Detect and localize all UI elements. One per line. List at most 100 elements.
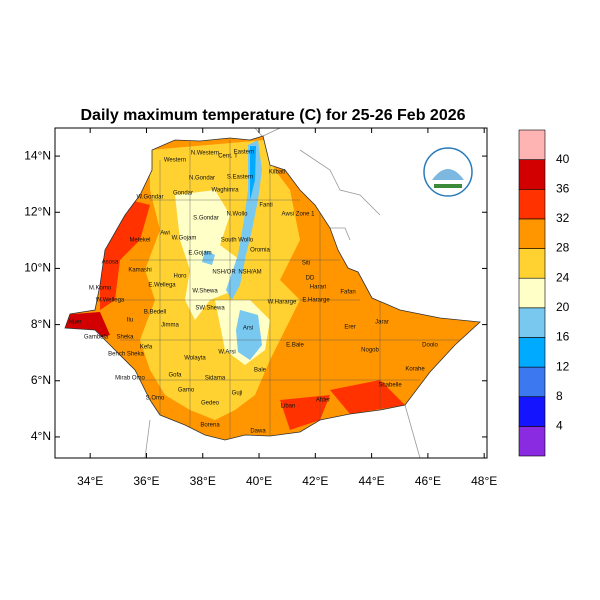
region-label: Horo	[173, 274, 187, 280]
region-label: W.Gojam	[172, 236, 197, 242]
colorbar-label: 12	[556, 359, 570, 373]
region-label: NSH/OR	[212, 270, 236, 276]
colorbar-label: 28	[556, 241, 570, 255]
x-tick-label: 46°E	[415, 474, 441, 488]
region-label: N.Western	[191, 151, 219, 157]
region-label: Awsi Zone 1	[282, 212, 316, 218]
colorbar-box	[518, 307, 546, 338]
region-label: Nuer	[68, 320, 81, 326]
region-label: Dawa	[250, 429, 266, 435]
colorbar-label: 4	[556, 419, 563, 433]
y-tick-label: 10°N	[24, 261, 51, 275]
region-label: W.Shewa	[192, 289, 218, 295]
colorbar-label: 40	[556, 152, 570, 166]
x-tick-label: 38°E	[190, 474, 216, 488]
x-tick-label: 44°E	[359, 474, 385, 488]
logo	[423, 147, 473, 197]
region-label: Wolayta	[184, 356, 206, 362]
region-label: Bale	[254, 368, 267, 374]
region-label: B.Bedell	[144, 310, 166, 316]
region-label: Jimma	[161, 323, 179, 329]
region-label: S.Omo	[146, 396, 165, 402]
region-label: Arsi	[243, 326, 253, 332]
region-label: Doolo	[422, 343, 438, 349]
x-tick-label: 42°E	[302, 474, 328, 488]
region-label: E.Wellega	[148, 283, 176, 289]
region-label: Kamashi	[128, 268, 151, 274]
colorbar-box	[518, 248, 546, 279]
region-label: Fanti	[259, 203, 272, 209]
region-label: Liban	[281, 404, 296, 410]
y-tick-label: 12°N	[24, 204, 51, 218]
region-label: Erer	[344, 325, 355, 331]
region-label: Kilbati	[269, 170, 285, 176]
region-label: Borena	[200, 423, 220, 429]
region-label: Sheka	[116, 335, 134, 341]
region-label: Harari	[310, 285, 326, 291]
region-label: W.Hararge	[268, 300, 297, 306]
colorbar-label: 8	[556, 389, 563, 403]
region-label: S.Eastern	[227, 175, 253, 181]
colorbar-box	[518, 426, 546, 457]
region-label: Asosa	[102, 260, 119, 266]
region-label: Cent. T	[218, 154, 238, 160]
region-label: W.Gondar	[136, 195, 163, 201]
y-tick-label: 14°N	[24, 148, 51, 162]
region-label: Bench Sheka	[108, 352, 144, 358]
coastlines	[144, 127, 421, 459]
region-label: NSH/AM	[238, 270, 261, 276]
x-tick-label: 40°E	[246, 474, 272, 488]
region-label: DD	[306, 276, 315, 282]
colorbar-label: 24	[556, 270, 570, 284]
colorbar-box	[518, 218, 546, 249]
colorbar-box	[518, 277, 546, 309]
region-label: E.Gojam	[188, 251, 211, 257]
y-tick-label: 4°N	[31, 429, 51, 443]
region-label: Fafan	[340, 290, 355, 296]
country-border	[64, 135, 481, 441]
region-label: Afder	[316, 398, 330, 404]
region-label: Western	[164, 158, 186, 164]
colorbar: 4 8 12 16 20 24 28 32 36 40	[518, 129, 570, 457]
region-label: Awi	[160, 231, 170, 237]
region-label: Metekel	[129, 238, 150, 244]
region-label: SW.Shewa	[195, 306, 225, 312]
colorbar-box	[518, 129, 546, 160]
y-tick-label: 8°N	[31, 317, 51, 331]
region-label: Waghimra	[211, 188, 239, 194]
x-tick-label: 34°E	[77, 474, 103, 488]
region-label: Gamo	[178, 388, 195, 394]
region-label: W.Arsi	[218, 350, 235, 356]
region-label: Jarar	[375, 320, 389, 326]
region-label: Gondar	[173, 191, 193, 197]
region-label: Sidama	[205, 376, 226, 382]
colorbar-label: 16	[556, 330, 570, 344]
map-frame	[54, 127, 488, 459]
region-label: Mirab Omo	[115, 376, 145, 382]
region-label: Siti	[302, 261, 310, 267]
region-label: Guji	[232, 391, 243, 397]
region-label: Eastern	[234, 150, 255, 156]
region-label: Oromia	[250, 248, 270, 254]
colorbar-label: 36	[556, 181, 570, 195]
region-label: South Wollo	[221, 238, 254, 244]
y-tick-label: 6°N	[31, 373, 51, 387]
region-label: E.Hararge	[302, 298, 330, 304]
colorbar-box	[518, 396, 546, 427]
x-tick-label: 48°E	[471, 474, 497, 488]
region-label: E.Bale	[286, 343, 304, 349]
region-label: N.Wollo	[227, 212, 249, 218]
region-label: Gofa	[168, 373, 182, 379]
colorbar-label: 20	[556, 300, 570, 314]
region-label: Gedeo	[201, 401, 220, 407]
region-label: M.Komo	[89, 286, 112, 292]
map-title: Daily maximum temperature (C) for 25-26 …	[80, 107, 465, 124]
region-label: Shabelle	[378, 383, 402, 389]
colorbar-box	[518, 366, 546, 398]
region-label: Gambela	[84, 335, 109, 341]
admin-boundaries	[100, 140, 460, 440]
colorbar-box	[518, 337, 546, 368]
